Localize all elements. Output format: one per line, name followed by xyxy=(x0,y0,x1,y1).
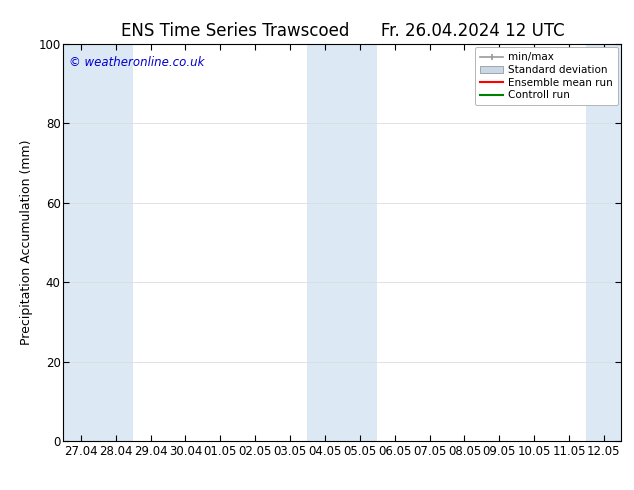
Title: ENS Time Series Trawscoed      Fr. 26.04.2024 12 UTC: ENS Time Series Trawscoed Fr. 26.04.2024… xyxy=(120,22,564,40)
Legend: min/max, Standard deviation, Ensemble mean run, Controll run: min/max, Standard deviation, Ensemble me… xyxy=(475,47,618,105)
Bar xyxy=(586,44,621,441)
Bar xyxy=(307,44,377,441)
Bar xyxy=(63,44,133,441)
Text: © weatheronline.co.uk: © weatheronline.co.uk xyxy=(69,56,204,69)
Y-axis label: Precipitation Accumulation (mm): Precipitation Accumulation (mm) xyxy=(20,140,33,345)
